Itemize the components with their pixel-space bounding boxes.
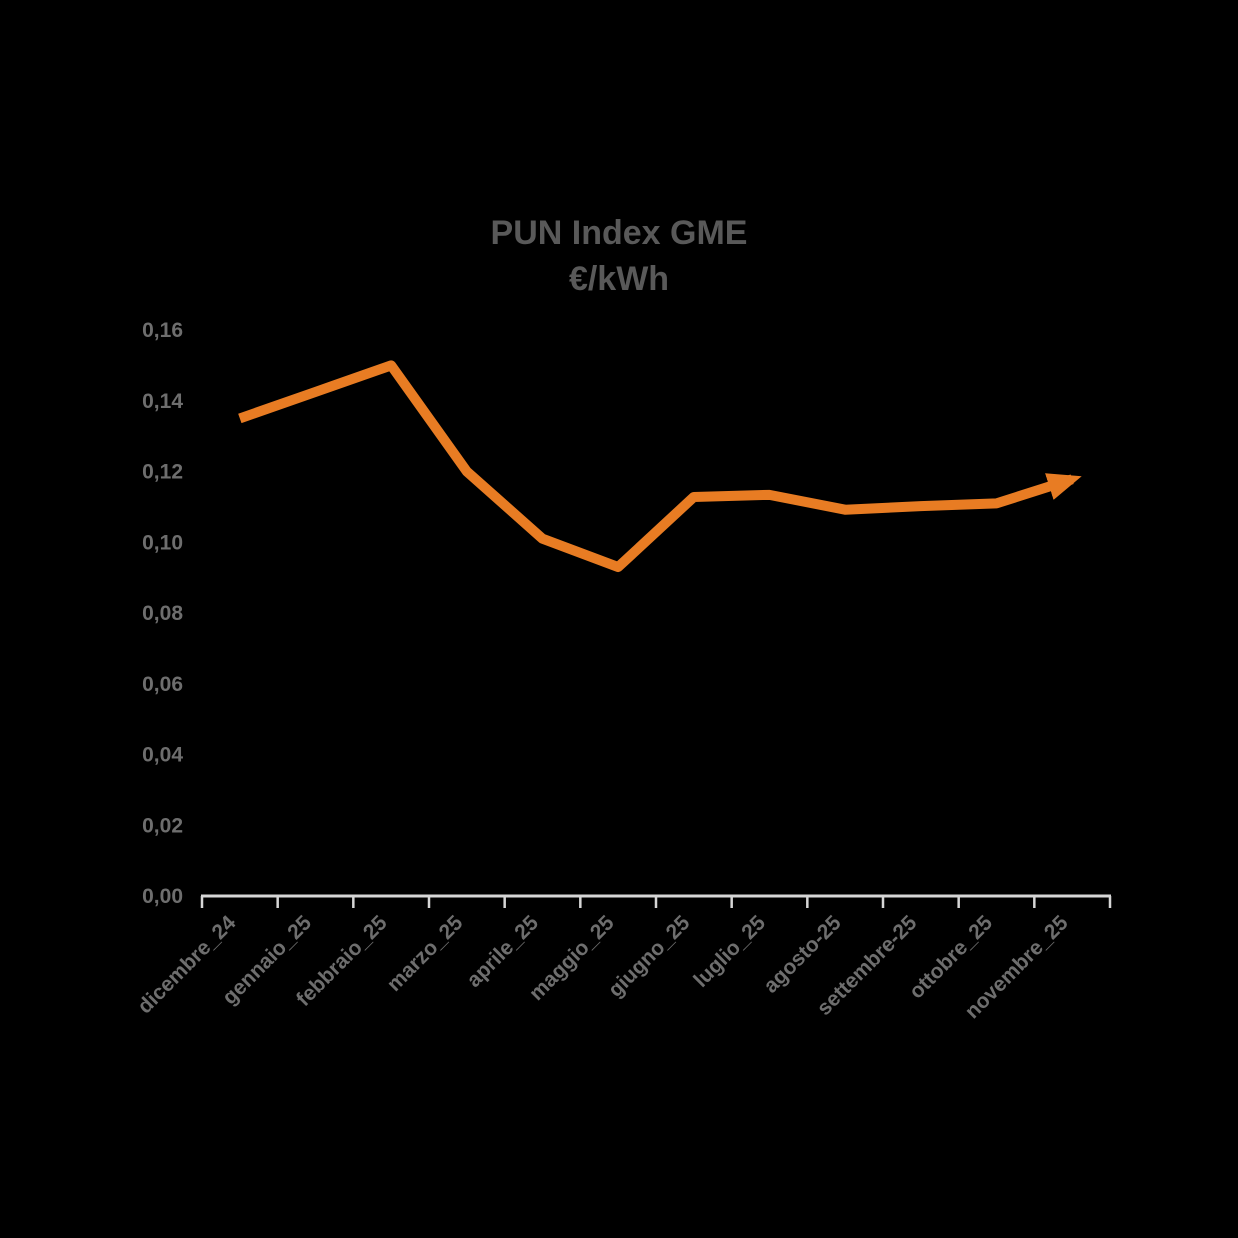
x-axis-category-label: giugno_25 bbox=[604, 911, 695, 1002]
chart-title: PUN Index GME bbox=[490, 214, 748, 252]
y-axis-tick-label: 0,16 bbox=[142, 319, 183, 342]
y-axis-tick-label: 0,10 bbox=[142, 531, 183, 554]
x-axis-category-label: aprile_25 bbox=[462, 911, 543, 992]
y-axis-tick-label: 0,06 bbox=[142, 673, 183, 696]
y-axis-tick-label: 0,04 bbox=[142, 744, 183, 767]
series-line bbox=[238, 360, 1082, 573]
y-axis-tick-label: 0,08 bbox=[142, 602, 183, 625]
y-axis-tick-label: 0,14 bbox=[142, 390, 183, 413]
x-axis-category-label: dicembre_24 bbox=[133, 911, 240, 1018]
y-axis-tick-label: 0,00 bbox=[142, 885, 183, 908]
chart-subtitle: €/kWh bbox=[568, 260, 670, 298]
x-axis-category-label: luglio_25 bbox=[689, 911, 770, 992]
y-axis-tick-label: 0,12 bbox=[142, 461, 183, 484]
y-axis-tick-label: 0,02 bbox=[142, 814, 183, 837]
x-axis-category-label: marzo_25 bbox=[383, 911, 468, 996]
